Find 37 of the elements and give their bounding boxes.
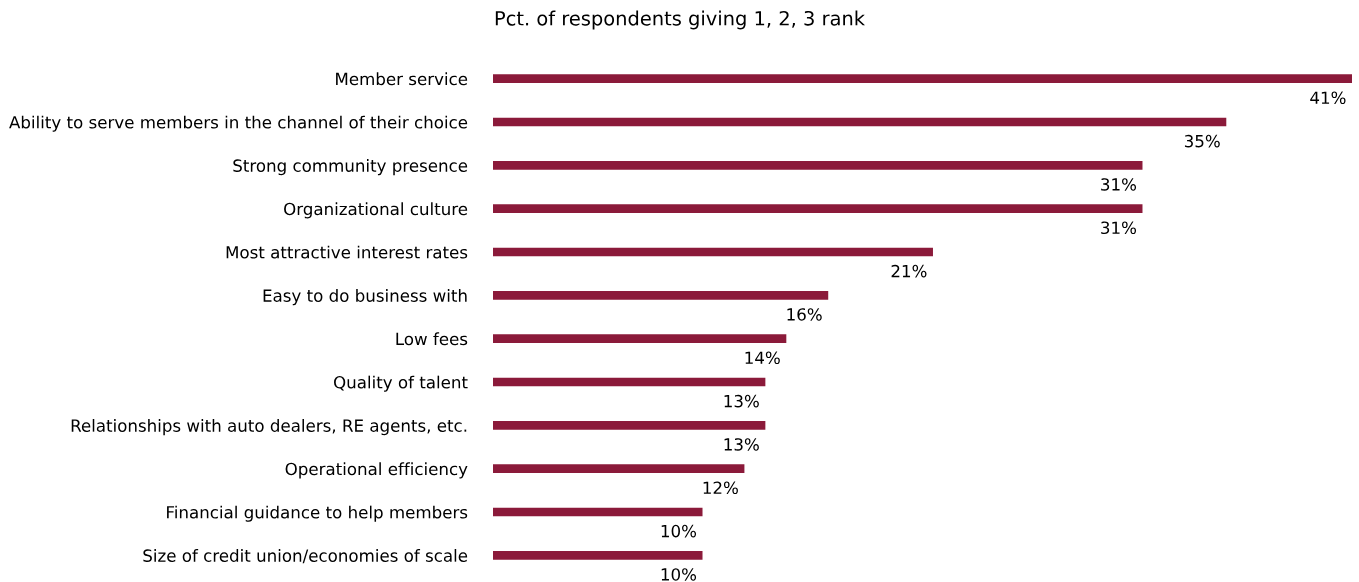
y-tick-label: Operational efficiency: [285, 462, 468, 479]
bar: [493, 421, 766, 430]
y-tick-label: Strong community presence: [233, 159, 468, 176]
bar: [493, 507, 703, 517]
y-tick-label: Financial guidance to help members: [167, 505, 468, 522]
y-tick-label: Low fees: [396, 332, 468, 346]
data-label: 10%: [661, 524, 697, 538]
bar: [493, 74, 1352, 83]
bar: [493, 117, 1227, 127]
data-label: 41%: [1310, 91, 1346, 105]
y-tick-label: Quality of talent: [333, 375, 468, 392]
y-tick-label: Most attractive interest rates: [226, 245, 468, 259]
y-tick-label: Relationships with auto dealers, RE agents, etc.: [71, 419, 467, 436]
data-label: 31%: [1101, 221, 1137, 235]
y-tick-label: Size of credit union/economies of scale: [143, 549, 468, 564]
data-label: 35%: [1184, 134, 1220, 148]
chart-title: Pct. of respondents giving 1, 2, 3 rank: [495, 10, 866, 30]
y-tick-label: Member service: [336, 72, 468, 86]
data-label: 10%: [661, 568, 697, 581]
data-label: 12%: [703, 481, 738, 495]
bar: [493, 464, 745, 473]
data-label: 13%: [724, 394, 759, 408]
data-label: 31%: [1101, 178, 1137, 191]
bar: [493, 334, 787, 343]
data-label: 16%: [787, 308, 822, 321]
bar: [493, 247, 933, 257]
bar: [493, 291, 829, 300]
y-tick-label: Organizational culture: [284, 202, 468, 219]
data-label: 14%: [745, 351, 780, 365]
bar: [493, 551, 703, 560]
y-tick-label: Easy to do business with: [263, 289, 467, 306]
data-label: 13%: [724, 438, 759, 451]
data-label: 21%: [891, 264, 927, 278]
bar: [493, 161, 1143, 170]
y-tick-label: Ability to serve members in the channel of their choice: [9, 115, 468, 132]
bar: [493, 204, 1143, 213]
bar: [493, 377, 766, 387]
